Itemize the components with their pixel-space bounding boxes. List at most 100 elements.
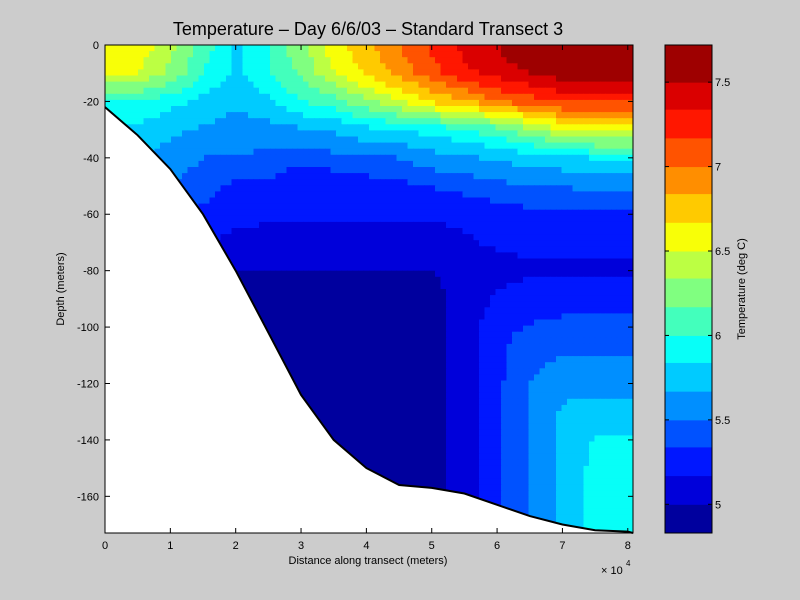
contour-cell (501, 185, 508, 192)
contour-cell (534, 228, 541, 235)
contour-cell (165, 160, 172, 168)
contour-cell (341, 57, 348, 64)
contour-cell (418, 350, 425, 357)
contour-cell (479, 356, 486, 363)
contour-cell (314, 203, 321, 211)
contour-cell (484, 173, 491, 180)
contour-cell (567, 252, 574, 260)
contour-cell (550, 209, 557, 217)
contour-cell (435, 69, 442, 77)
contour-cell (407, 203, 414, 211)
contour-cell (490, 252, 497, 260)
contour-cell (407, 343, 414, 351)
contour-cell (605, 124, 612, 131)
contour-cell (253, 179, 260, 186)
contour-cell (143, 87, 150, 95)
contour-cell (534, 209, 541, 217)
contour-cell (446, 142, 453, 150)
contour-cell (572, 179, 579, 186)
contour-cell (561, 246, 568, 253)
contour-cell (363, 197, 370, 205)
contour-cell (297, 185, 304, 192)
contour-cell (165, 81, 172, 89)
contour-cell (286, 356, 293, 363)
contour-cell (308, 282, 315, 290)
contour-cell (363, 252, 370, 260)
contour-cell (314, 246, 321, 253)
contour-cell (479, 203, 486, 211)
contour-cell (473, 215, 480, 223)
contour-cell (110, 99, 117, 107)
contour-cell (116, 81, 123, 89)
contour-cell (231, 93, 238, 101)
contour-cell (330, 295, 337, 302)
contour-cell (209, 148, 216, 156)
contour-cell (435, 325, 442, 333)
contour-cell (286, 112, 293, 119)
contour-cell (336, 81, 343, 89)
contour-cell (121, 112, 128, 119)
contour-cell (363, 331, 370, 339)
contour-cell (330, 325, 337, 333)
contour-cell (292, 136, 299, 144)
contour-cell (534, 313, 541, 321)
contour-cell (281, 313, 288, 321)
contour-cell (149, 93, 156, 101)
contour-cell (501, 112, 508, 119)
contour-cell (589, 276, 596, 284)
contour-cell (242, 185, 249, 192)
contour-cell (187, 45, 194, 52)
contour-cell (132, 57, 139, 64)
contour-cell (341, 63, 348, 70)
contour-cell (468, 136, 475, 144)
contour-cell (435, 356, 442, 363)
contour-cell (259, 81, 266, 89)
contour-cell (171, 124, 178, 131)
contour-cell (413, 118, 420, 125)
contour-cell (396, 282, 403, 290)
contour-cell (297, 148, 304, 156)
contour-cell (528, 51, 535, 58)
contour-cell (578, 295, 585, 302)
contour-cell (171, 167, 178, 174)
contour-cell (286, 325, 293, 333)
contour-cell (396, 197, 403, 205)
contour-cell (440, 130, 447, 138)
contour-cell (292, 69, 299, 77)
contour-cell (545, 179, 552, 186)
contour-cell (358, 185, 365, 192)
contour-cell (385, 313, 392, 321)
contour-cell (583, 167, 590, 174)
contour-cell (622, 289, 629, 296)
contour-cell (468, 313, 475, 321)
contour-cell (473, 136, 480, 144)
contour-cell (308, 106, 315, 113)
contour-cell (215, 167, 222, 174)
contour-cell (286, 106, 293, 113)
contour-cell (297, 343, 304, 351)
contour-cell (407, 179, 414, 186)
contour-cell (594, 93, 601, 101)
contour-cell (127, 63, 134, 70)
contour-cell (259, 173, 266, 180)
contour-cell (528, 258, 535, 266)
contour-cell (479, 276, 486, 284)
contour-cell (226, 63, 233, 70)
contour-cell (358, 331, 365, 339)
contour-cell (237, 87, 244, 95)
contour-cell (352, 270, 359, 278)
contour-cell (242, 118, 249, 125)
contour-cell (501, 215, 508, 223)
contour-cell (567, 301, 574, 308)
contour-cell (171, 81, 178, 89)
contour-cell (528, 99, 535, 107)
contour-cell (275, 209, 282, 217)
contour-cell (473, 130, 480, 138)
contour-cell (391, 51, 398, 58)
contour-cell (539, 57, 546, 64)
contour-cell (605, 246, 612, 253)
contour-cell (484, 99, 491, 107)
contour-cell (121, 45, 128, 52)
contour-cell (611, 87, 618, 95)
contour-cell (391, 221, 398, 229)
